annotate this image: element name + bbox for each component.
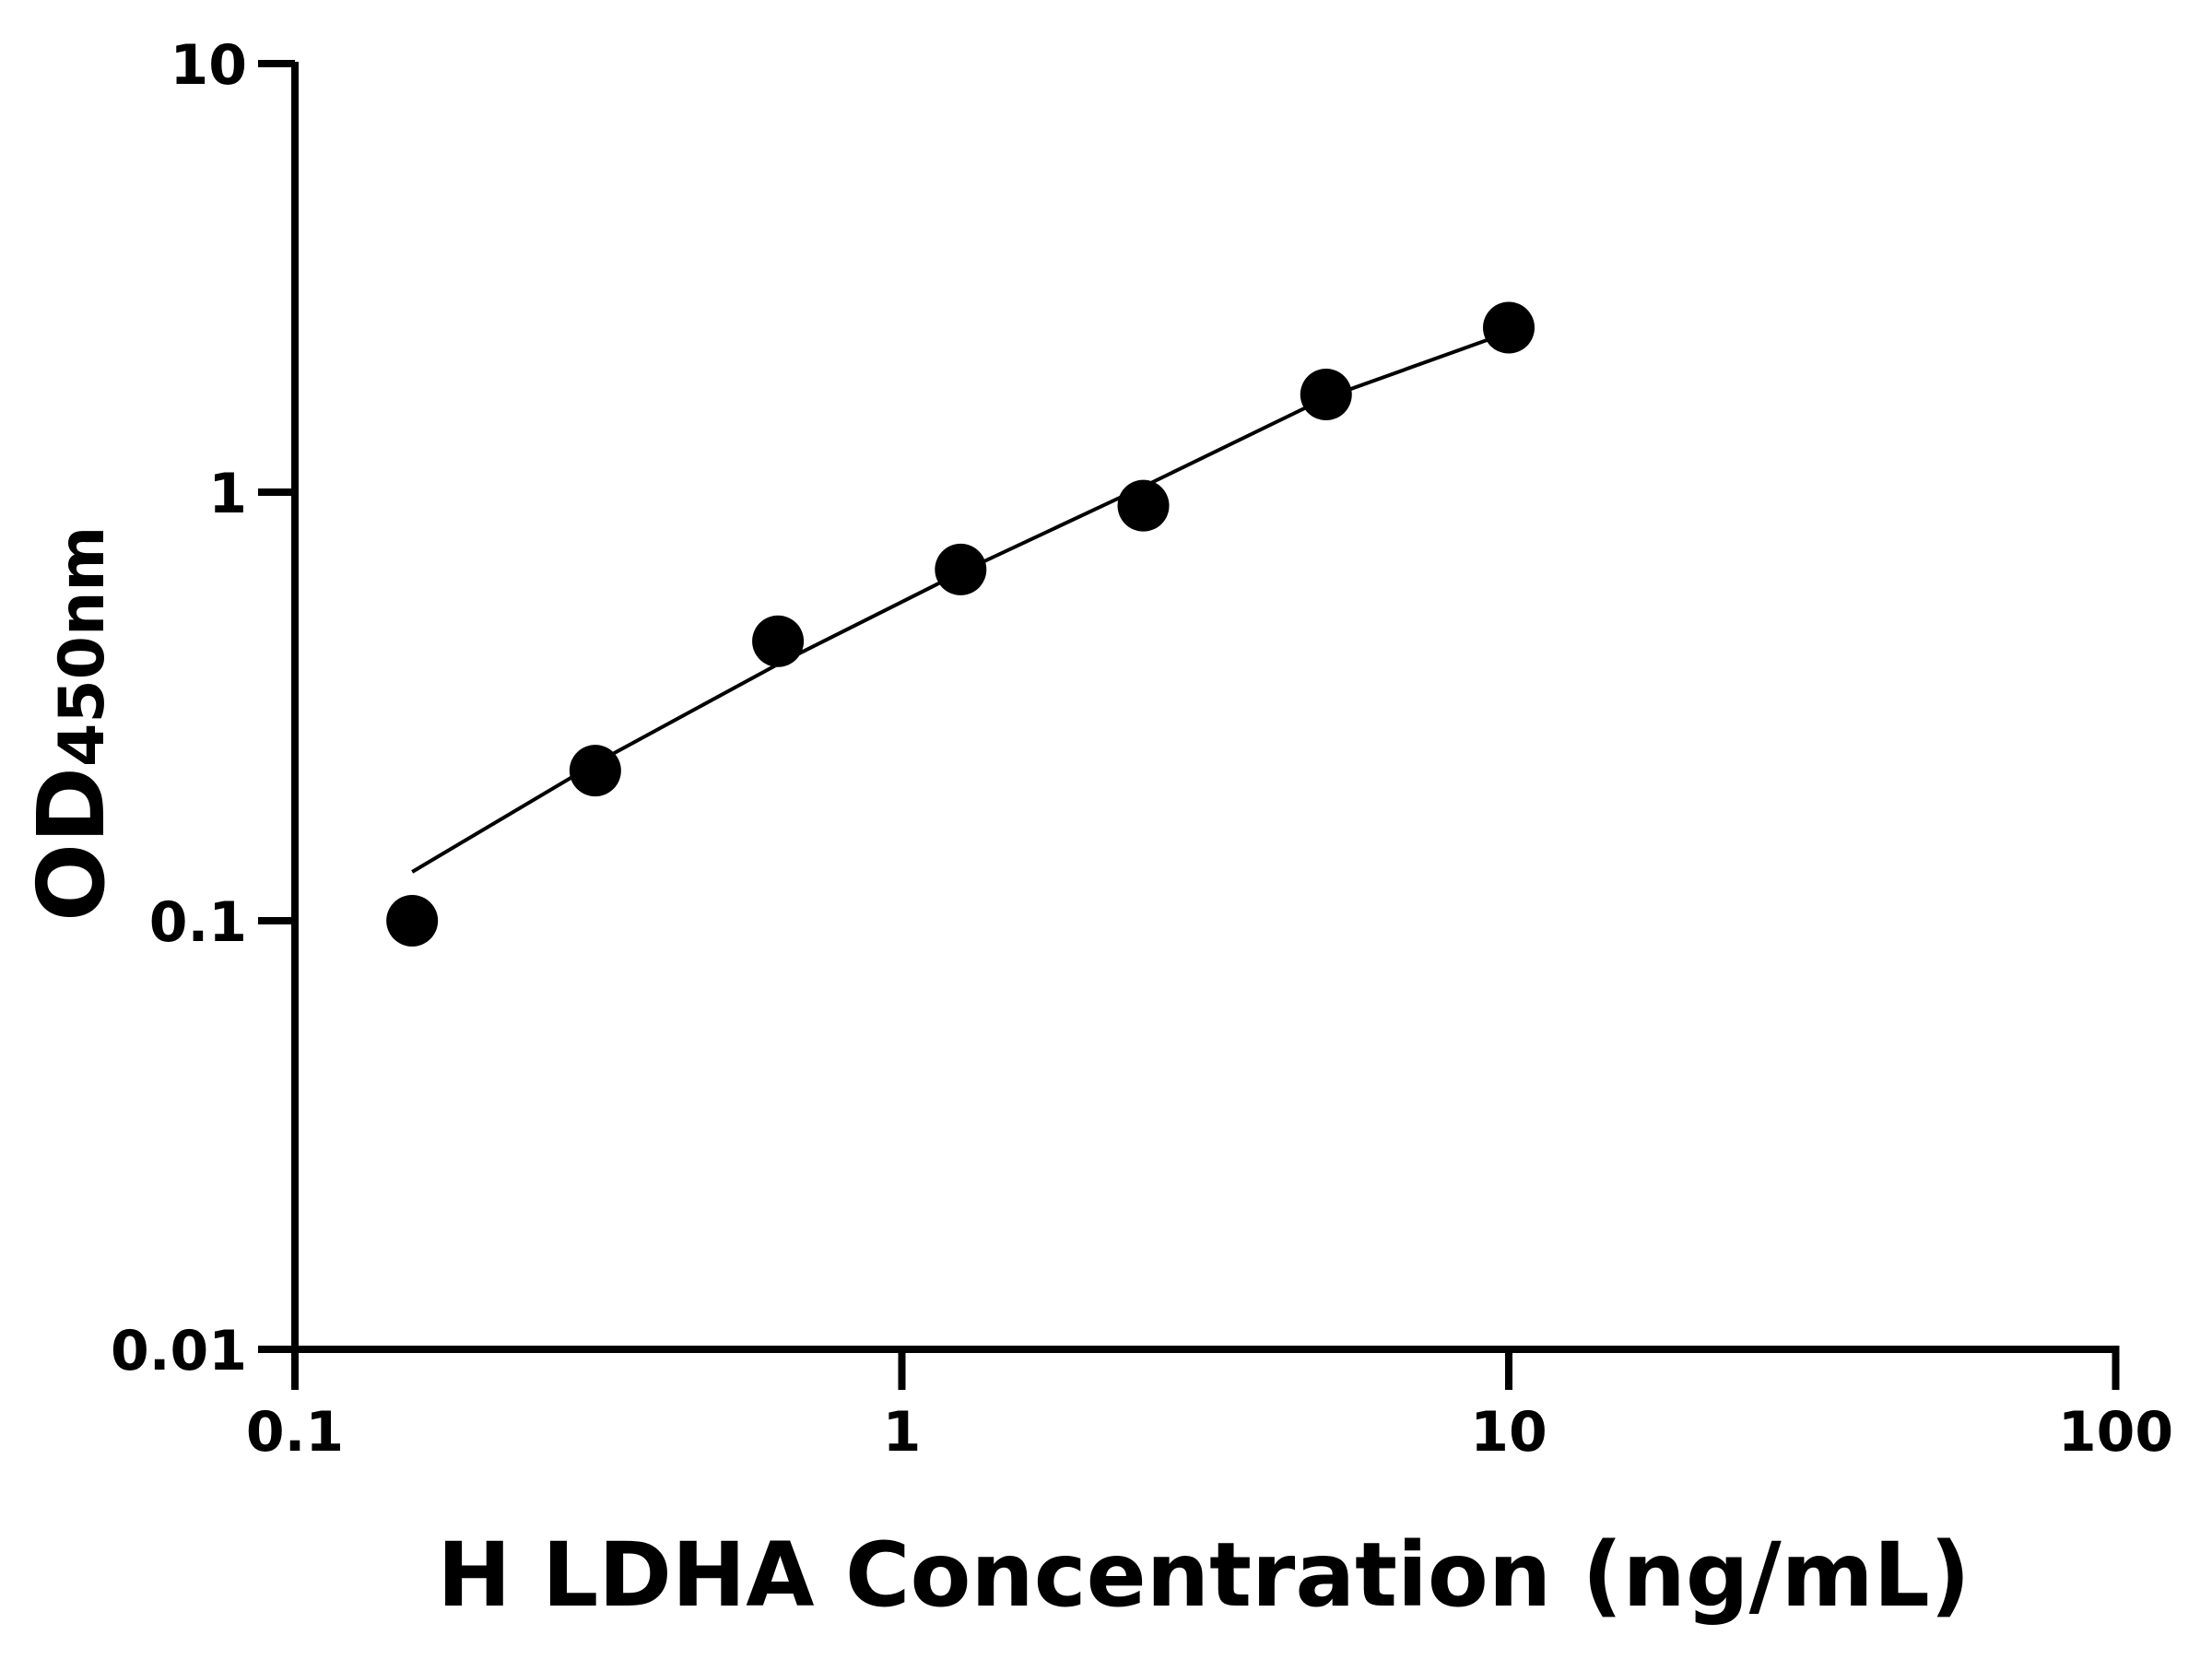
data-point: [1300, 369, 1352, 421]
y-tick-label: 1: [208, 462, 247, 526]
y-axis-label-main: OD: [18, 767, 125, 922]
x-axis-label: H LDHA Concentration (ng/mL): [437, 1524, 1970, 1627]
ticks: 0.1 1 10 100 0.01 0.1 1 10: [111, 33, 2173, 1465]
y-tick-label: 0.01: [111, 1319, 247, 1383]
data-point: [1117, 479, 1170, 532]
data-point: [386, 895, 439, 947]
y-tick-label: 10: [171, 33, 248, 98]
x-tick-label: 100: [2058, 1400, 2173, 1465]
data-point: [1483, 301, 1535, 354]
y-tick-label: 0.1: [149, 890, 247, 955]
data-points: [386, 301, 1535, 947]
data-point: [752, 615, 805, 667]
axes: [258, 62, 2120, 1353]
x-tick-label: 10: [1470, 1400, 1547, 1465]
x-tick-label: 0.1: [246, 1400, 344, 1465]
data-point: [569, 745, 621, 797]
y-axis-label: OD450nm: [18, 526, 125, 922]
x-tick-label: 1: [883, 1400, 922, 1465]
data-point: [935, 543, 987, 595]
y-axis-label-subscript: 450nm: [46, 526, 119, 767]
